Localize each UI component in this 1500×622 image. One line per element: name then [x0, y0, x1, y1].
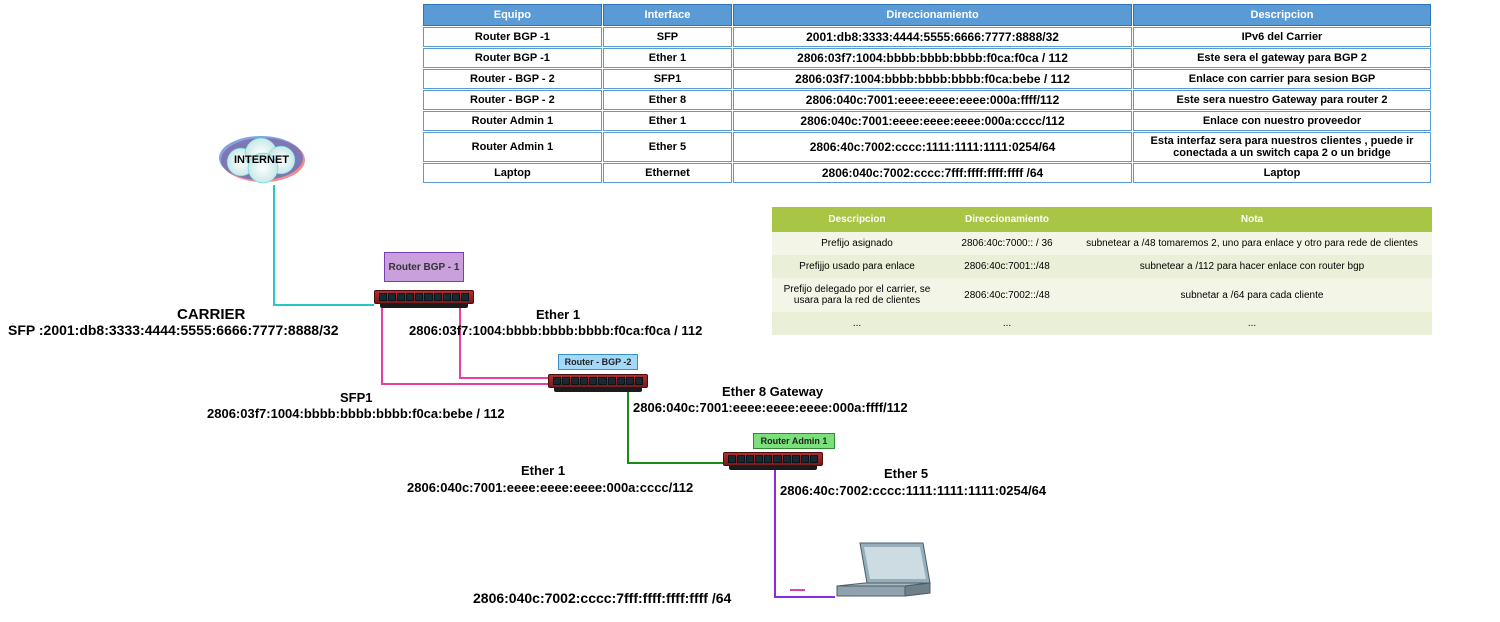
- ether5-addr: 2806:40c:7002:cccc:1111:1111:1111:0254/6…: [780, 483, 1046, 498]
- laptop-addr: 2806:040c:7002:cccc:7fff:ffff:ffff:ffff …: [473, 590, 731, 606]
- router-bgp1-label: Router BGP - 1: [384, 252, 464, 282]
- cell-addr: 2806:03f7:1004:bbbb:bbbb:bbbb:f0ca:f0ca …: [733, 48, 1132, 68]
- ether1-admin-addr: 2806:040c:7001:eeee:eeee:eeee:000a:cccc/…: [407, 480, 693, 495]
- cell-iface: Ether 1: [603, 48, 732, 68]
- table-row: Prefijo delegado por el carrier, se usar…: [772, 278, 1432, 312]
- internet-cloud-icon: [213, 130, 313, 190]
- cell-desc: Este sera nuestro Gateway para router 2: [1133, 90, 1431, 110]
- cell-desc: Enlace con nuestro proveedor: [1133, 111, 1431, 131]
- cell-desc: Laptop: [1133, 163, 1431, 183]
- ether1-admin-title: Ether 1: [521, 463, 565, 478]
- gcell-addr: 2806:40c:7001::/48: [942, 255, 1072, 278]
- carrier-title: CARRIER: [177, 306, 245, 323]
- table-row: LaptopEthernet2806:040c:7002:cccc:7fff:f…: [423, 163, 1431, 183]
- table-row: Router BGP -1SFP2001:db8:3333:4444:5555:…: [423, 27, 1431, 47]
- gcell-nota: ...: [1072, 312, 1432, 335]
- cell-equipo: Laptop: [423, 163, 602, 183]
- sfp1-title: SFP1: [340, 390, 373, 405]
- cell-iface: Ether 5: [603, 132, 732, 162]
- gcol-desc: Descripcion: [772, 207, 942, 232]
- cell-desc: IPv6 del Carrier: [1133, 27, 1431, 47]
- cell-iface: SFP: [603, 27, 732, 47]
- gcell-desc: Prefijo delegado por el carrier, se usar…: [772, 278, 942, 312]
- prefix-table: Descripcion Direccionamiento Nota Prefij…: [772, 207, 1432, 335]
- cell-desc: Este sera el gateway para BGP 2: [1133, 48, 1431, 68]
- cell-iface: Ether 1: [603, 111, 732, 131]
- table-row: Prefijjo usado para enlace2806:40c:7001:…: [772, 255, 1432, 278]
- router-bgp1-icon: [374, 290, 474, 308]
- cell-addr: 2001:db8:3333:4444:5555:6666:7777:8888/3…: [733, 27, 1132, 47]
- carrier-addr: SFP :2001:db8:3333:4444:5555:6666:7777:8…: [8, 322, 339, 338]
- cell-addr: 2806:03f7:1004:bbbb:bbbb:bbbb:f0ca:bebe …: [733, 69, 1132, 89]
- router-bgp2-icon: [548, 374, 648, 392]
- dot: .: [12, 320, 14, 326]
- router-bgp2-label: Router - BGP -2: [558, 354, 638, 370]
- cell-addr: 2806:40c:7002:cccc:1111:1111:1111:0254/6…: [733, 132, 1132, 162]
- table-row: Router - BGP - 2Ether 82806:040c:7001:ee…: [423, 90, 1431, 110]
- gcell-nota: subnetar a /64 para cada cliente: [1072, 278, 1432, 312]
- ether5-title: Ether 5: [884, 466, 928, 481]
- ether1-bgp1-title: Ether 1: [536, 307, 580, 322]
- router-admin1-icon: [723, 452, 823, 470]
- cell-desc: Enlace con carrier para sesion BGP: [1133, 69, 1431, 89]
- cell-equipo: Router BGP -1: [423, 48, 602, 68]
- gcol-nota: Nota: [1072, 207, 1432, 232]
- cell-equipo: Router Admin 1: [423, 132, 602, 162]
- gcell-addr: 2806:40c:7002::/48: [942, 278, 1072, 312]
- cell-addr: 2806:040c:7001:eeee:eeee:eeee:000a:ffff/…: [733, 90, 1132, 110]
- gcell-addr: ...: [942, 312, 1072, 335]
- cell-equipo: Router Admin 1: [423, 111, 602, 131]
- table-row: Router Admin 1Ether 52806:40c:7002:cccc:…: [423, 132, 1431, 162]
- cell-addr: 2806:040c:7002:cccc:7fff:ffff:ffff:ffff …: [733, 163, 1132, 183]
- router-admin1-label: Router Admin 1: [753, 433, 835, 449]
- gcell-addr: 2806:40c:7000:: / 36: [942, 232, 1072, 255]
- table-row: Router - BGP - 2SFP12806:03f7:1004:bbbb:…: [423, 69, 1431, 89]
- ether8-title: Ether 8 Gateway: [722, 384, 823, 399]
- cell-equipo: Router - BGP - 2: [423, 69, 602, 89]
- laptop-icon: [835, 538, 935, 608]
- cell-desc: Esta interfaz sera para nuestros cliente…: [1133, 132, 1431, 162]
- col-interface: Interface: [603, 4, 732, 26]
- gcell-nota: subnetear a /48 tomaremos 2, uno para en…: [1072, 232, 1432, 255]
- table-row: .........: [772, 312, 1432, 335]
- cell-iface: SFP1: [603, 69, 732, 89]
- col-desc: Descripcion: [1133, 4, 1431, 26]
- gcell-nota: subnetear a /112 para hacer enlace con r…: [1072, 255, 1432, 278]
- gcell-desc: Prefijjo usado para enlace: [772, 255, 942, 278]
- cell-iface: Ethernet: [603, 163, 732, 183]
- table-row: Prefijo asignado2806:40c:7000:: / 36subn…: [772, 232, 1432, 255]
- gcell-desc: Prefijo asignado: [772, 232, 942, 255]
- cell-equipo: Router BGP -1: [423, 27, 602, 47]
- addressing-table: Equipo Interface Direccionamiento Descri…: [422, 3, 1432, 184]
- cell-iface: Ether 8: [603, 90, 732, 110]
- col-equipo: Equipo: [423, 4, 602, 26]
- internet-label: INTERNET: [234, 154, 289, 166]
- gcol-addr: Direccionamiento: [942, 207, 1072, 232]
- table-row: Router BGP -1Ether 12806:03f7:1004:bbbb:…: [423, 48, 1431, 68]
- sfp1-addr: 2806:03f7:1004:bbbb:bbbb:bbbb:f0ca:bebe …: [207, 406, 505, 421]
- cell-addr: 2806:040c:7001:eeee:eeee:eeee:000a:cccc/…: [733, 111, 1132, 131]
- table-row: Router Admin 1Ether 12806:040c:7001:eeee…: [423, 111, 1431, 131]
- col-addr: Direccionamiento: [733, 4, 1132, 26]
- ether1-bgp1-addr: 2806:03f7:1004:bbbb:bbbb:bbbb:f0ca:f0ca …: [409, 323, 702, 338]
- cell-equipo: Router - BGP - 2: [423, 90, 602, 110]
- ether8-addr: 2806:040c:7001:eeee:eeee:eeee:000a:ffff/…: [633, 400, 908, 415]
- gcell-desc: ...: [772, 312, 942, 335]
